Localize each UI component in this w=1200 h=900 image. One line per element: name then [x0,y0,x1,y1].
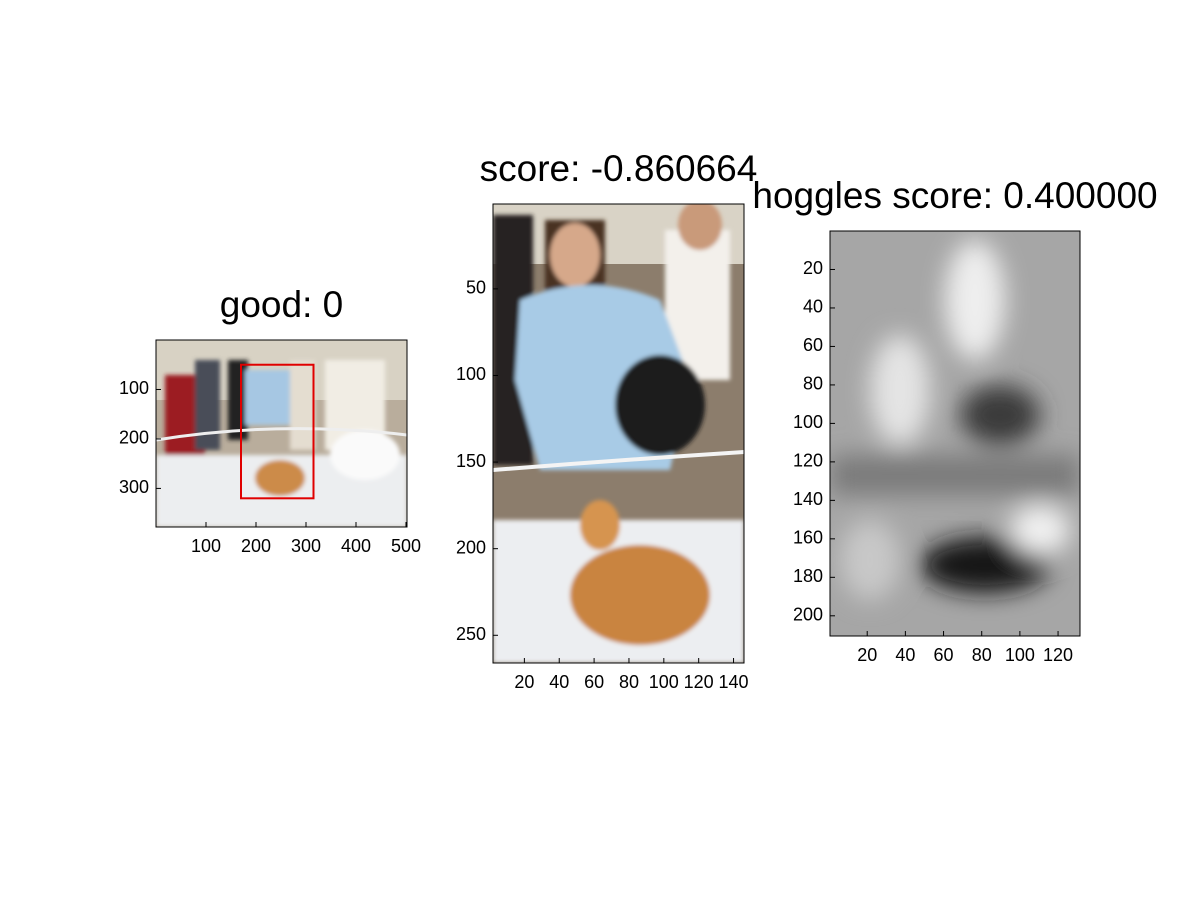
y-tick-label: 300 [119,477,149,497]
hoggles-image [830,231,1080,636]
y-tick-label: 150 [456,451,486,471]
y-tick-label: 100 [793,412,823,432]
y-tick-label: 200 [119,428,149,448]
y-tick-label: 40 [803,297,823,317]
x-tick-label: 140 [719,672,749,692]
panel-title: good: 0 [220,284,343,325]
photo [156,340,407,527]
y-tick-label: 20 [803,258,823,278]
y-tick-label: 50 [466,278,486,298]
axes-frame [492,203,745,664]
x-tick-label: 100 [191,536,221,556]
bounding-box [240,363,315,500]
photo-crop [493,204,744,663]
y-tick-label: 100 [456,364,486,384]
y-tick-label: 250 [456,624,486,644]
x-tick-label: 120 [1043,645,1073,665]
x-tick-label: 100 [1005,645,1035,665]
x-tick-label: 20 [514,672,534,692]
axes-frame [829,230,1081,637]
x-tick-label: 400 [341,536,371,556]
y-tick-label: 200 [456,537,486,557]
axes-frame [155,339,408,528]
y-tick-label: 160 [793,528,823,548]
y-tick-label: 200 [793,605,823,625]
y-tick-label: 60 [803,335,823,355]
panel-title: hoggles score: 0.400000 [752,175,1157,216]
panel-title: score: -0.860664 [480,148,758,189]
x-tick-label: 40 [895,645,915,665]
x-tick-label: 100 [649,672,679,692]
y-tick-label: 100 [119,378,149,398]
x-tick-label: 60 [934,645,954,665]
x-tick-label: 80 [619,672,639,692]
y-tick-label: 140 [793,489,823,509]
x-tick-label: 200 [241,536,271,556]
y-tick-label: 120 [793,451,823,471]
x-tick-label: 80 [972,645,992,665]
x-tick-label: 300 [291,536,321,556]
x-tick-label: 20 [857,645,877,665]
x-tick-label: 120 [684,672,714,692]
x-tick-label: 60 [584,672,604,692]
x-tick-label: 500 [391,536,421,556]
y-tick-label: 80 [803,374,823,394]
y-tick-label: 180 [793,566,823,586]
x-tick-label: 40 [549,672,569,692]
